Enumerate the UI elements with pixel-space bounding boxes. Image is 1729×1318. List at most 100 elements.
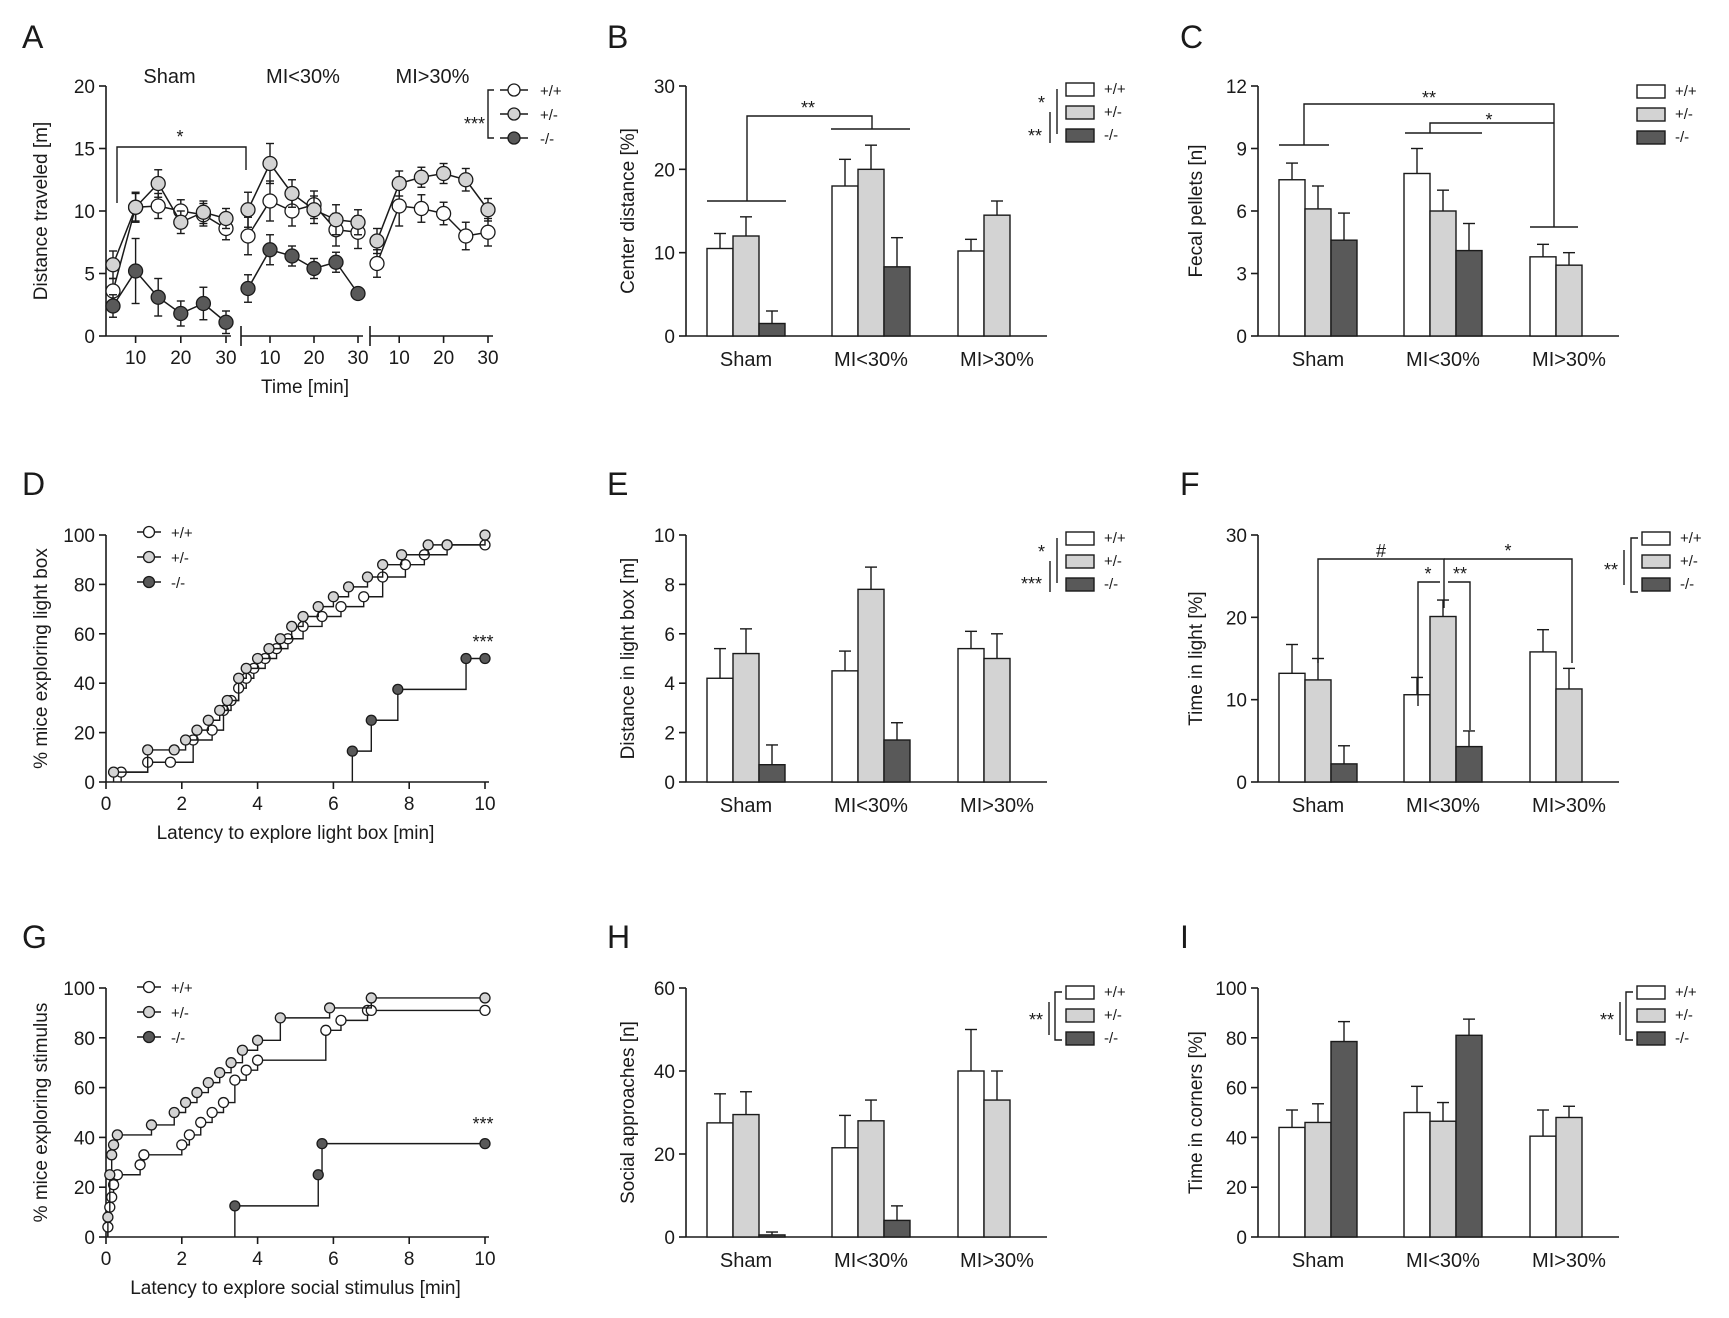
- point-wt: [217, 1096, 230, 1109]
- y-tick-label: 20: [654, 1145, 675, 1166]
- legend-swatch-wt: [1636, 84, 1666, 99]
- category-label: MI>30%: [960, 349, 1034, 371]
- y-tick-label: 12: [1226, 77, 1247, 98]
- point-ko: [218, 314, 234, 330]
- point-wt: [413, 200, 430, 217]
- point-ko: [365, 714, 377, 726]
- y-tick-label: 20: [74, 1178, 95, 1199]
- point-het: [168, 744, 180, 756]
- category-label: MI>30%: [1532, 349, 1606, 371]
- panel-label: B: [607, 19, 628, 55]
- panel-label: H: [607, 919, 630, 955]
- point-ko: [328, 254, 344, 270]
- bar-het: [732, 1113, 760, 1238]
- step-line-het: [112, 535, 486, 782]
- point-wt: [206, 1106, 218, 1119]
- point-het: [435, 165, 452, 182]
- legend-significance: **: [1600, 1010, 1614, 1030]
- x-tick-label: 20: [303, 348, 324, 369]
- legend-swatch-ko: [1636, 130, 1666, 145]
- significance-label: **: [1453, 564, 1467, 584]
- y-tick-label: 4: [664, 674, 675, 695]
- point-het: [191, 724, 203, 736]
- series-line-ko: [247, 248, 359, 294]
- legend-significance: *: [1038, 542, 1045, 562]
- point-wt: [251, 1054, 264, 1066]
- x-tick-label: 0: [101, 794, 112, 815]
- point-wt: [107, 1179, 120, 1191]
- bar-wt: [706, 247, 734, 337]
- bar-ko: [1455, 249, 1483, 337]
- category-label: MI<30%: [1406, 1250, 1480, 1272]
- legend-significance: **: [1028, 126, 1042, 146]
- x-tick-label: 8: [404, 794, 415, 815]
- legend-swatch-wt: [1065, 531, 1095, 546]
- y-tick-label: 6: [664, 625, 675, 646]
- panel-F: F 0 10 20 30 Time in light [%] Sham MI<30% MI>30…: [1180, 466, 1702, 817]
- panel-H: H 0 20 40 60 Social approaches [n] Sham MI<30% M…: [607, 919, 1126, 1272]
- x-tick-label: 20: [433, 348, 454, 369]
- legend-swatch-het: [1065, 105, 1095, 120]
- point-wt: [134, 1159, 146, 1171]
- bar-ko: [1330, 1040, 1358, 1238]
- bar-het: [1304, 208, 1332, 337]
- legend-marker-wt: [142, 525, 156, 539]
- point-wt: [150, 198, 166, 214]
- point-het: [221, 694, 233, 707]
- bar-wt: [1529, 651, 1557, 783]
- y-tick-label: 60: [654, 979, 675, 1000]
- point-het: [191, 1086, 203, 1099]
- legend-label-ko: -/-: [1675, 129, 1689, 146]
- point-ko: [240, 280, 256, 297]
- point-het: [377, 558, 389, 571]
- legend-label-het: +/-: [171, 550, 189, 567]
- legend-bracket: [487, 89, 494, 139]
- y-tick-label: 3: [1236, 265, 1247, 286]
- point-het: [106, 1149, 118, 1161]
- point-het: [395, 549, 408, 561]
- y-tick-label: 0: [664, 327, 675, 348]
- step-line-wt: [107, 1009, 485, 1237]
- point-het: [214, 704, 226, 717]
- legend-label-ko: -/-: [1104, 127, 1118, 144]
- point-ko: [195, 295, 212, 312]
- bar-ko: [758, 764, 786, 783]
- point-het: [168, 1106, 180, 1119]
- point-het: [225, 1057, 237, 1069]
- point-het: [142, 744, 154, 756]
- point-wt: [183, 1129, 196, 1141]
- legend-bracket: [1625, 991, 1633, 1041]
- point-wt: [138, 1149, 150, 1161]
- bar-het: [983, 657, 1011, 783]
- x-tick-label: 8: [404, 1249, 415, 1270]
- legend-label-ko: -/-: [1104, 1030, 1118, 1047]
- legend-label-ko: -/-: [171, 1030, 185, 1047]
- y-tick-label: 10: [654, 244, 675, 265]
- panel-label: C: [1180, 19, 1203, 55]
- step-line-ko: [234, 1142, 485, 1237]
- point-het: [240, 662, 252, 675]
- category-label: Sham: [720, 349, 772, 371]
- category-label: MI>30%: [960, 1250, 1034, 1272]
- significance-bracket: [1448, 581, 1471, 730]
- bar-wt: [1278, 672, 1306, 783]
- point-het: [328, 212, 344, 228]
- point-ko: [105, 298, 121, 314]
- panel-B: B 0 10 20 30 Center distance [%] Sham MI<30% MI>…: [607, 19, 1126, 371]
- x-tick-label: 4: [252, 794, 263, 815]
- y-tick-label: 5: [84, 265, 95, 286]
- bar-ko: [883, 1219, 911, 1238]
- series-line-het: [247, 162, 359, 223]
- point-het: [284, 185, 300, 202]
- point-wt: [262, 193, 278, 209]
- legend-marker-ko: [142, 1030, 156, 1044]
- point-het: [350, 214, 366, 230]
- y-tick-label: 40: [74, 1128, 95, 1149]
- significance-label: *: [176, 127, 183, 147]
- legend-label-wt: +/+: [1104, 530, 1126, 547]
- y-tick-label: 15: [74, 140, 95, 161]
- point-het: [361, 571, 374, 583]
- y-tick-label: 20: [1226, 1178, 1247, 1199]
- point-het: [306, 202, 322, 218]
- significance-bracket: [1317, 558, 1445, 663]
